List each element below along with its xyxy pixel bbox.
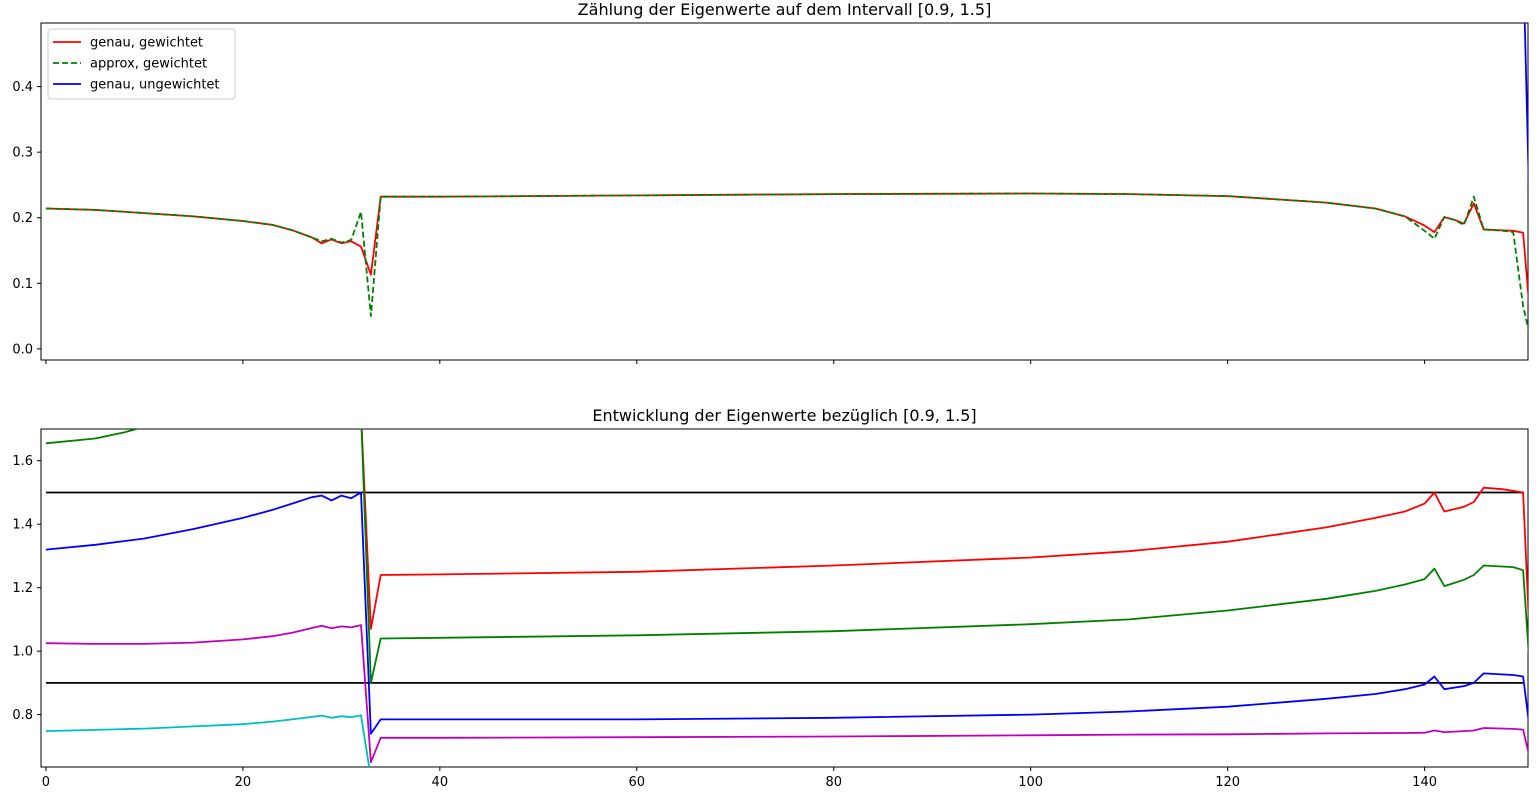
legend-label: genau, gewichtet <box>90 36 203 51</box>
y-tick-label: 0.8 <box>12 708 33 723</box>
x-tick-label: 100 <box>1018 775 1043 790</box>
y-tick-label: 0.2 <box>12 211 33 226</box>
y-tick-label: 0.0 <box>12 342 33 357</box>
reference-lines <box>45 491 1524 684</box>
x-tick-label: 40 <box>432 775 449 790</box>
series-line <box>45 192 1528 332</box>
y-tick-label: 1.6 <box>12 454 33 469</box>
series-line <box>45 429 137 445</box>
chart-title: Zählung der Eigenwerte auf dem Intervall… <box>578 0 992 19</box>
y-tick-label: 1.0 <box>12 645 33 660</box>
y-tick-label: 0.1 <box>12 277 33 292</box>
series-line <box>360 429 1528 630</box>
y-tick-label: 1.4 <box>12 518 33 533</box>
series-line <box>45 192 1528 302</box>
series-group <box>45 23 1528 332</box>
y-tick-label: 1.2 <box>12 581 33 596</box>
series-line <box>45 491 1528 735</box>
x-tick-label: 140 <box>1412 775 1437 790</box>
plot-area-frame <box>40 22 1529 361</box>
series-group <box>45 429 1528 767</box>
legend-label: approx, gewichtet <box>90 57 207 72</box>
plot-area-frame <box>40 428 1529 768</box>
x-axis-ticks <box>45 360 1426 364</box>
x-tick-label: 80 <box>825 775 842 790</box>
x-tick-label: 0 <box>42 775 50 790</box>
series-line <box>45 624 1528 764</box>
x-tick-label: 20 <box>235 775 252 790</box>
y-axis-ticks: 0.8 1.0 1.2 1.4 1.6 <box>12 454 41 723</box>
legend-label: genau, ungewichtet <box>90 78 220 93</box>
legend: genau, gewichtet approx, gewichtet genau, … <box>47 28 236 100</box>
y-tick-label: 0.3 <box>12 146 33 161</box>
chart-title: Entwicklung der Eigenwerte bezüglich [0.… <box>592 406 976 425</box>
legend-box <box>47 28 236 100</box>
eigenvalue-development-chart: Entwicklung der Eigenwerte bezüglich [0.… <box>12 406 1529 790</box>
y-axis-ticks: 0.0 0.1 0.2 0.3 0.4 <box>12 80 41 357</box>
x-axis-ticks: 0 20 40 60 80 100 120 140 <box>42 767 1437 790</box>
y-tick-label: 0.4 <box>12 80 33 95</box>
x-tick-label: 60 <box>629 775 646 790</box>
series-line <box>45 714 371 767</box>
series-line <box>360 429 1528 684</box>
eigenvalue-count-chart: Zählung der Eigenwerte auf dem Intervall… <box>12 0 1529 364</box>
x-tick-label: 120 <box>1215 775 1240 790</box>
